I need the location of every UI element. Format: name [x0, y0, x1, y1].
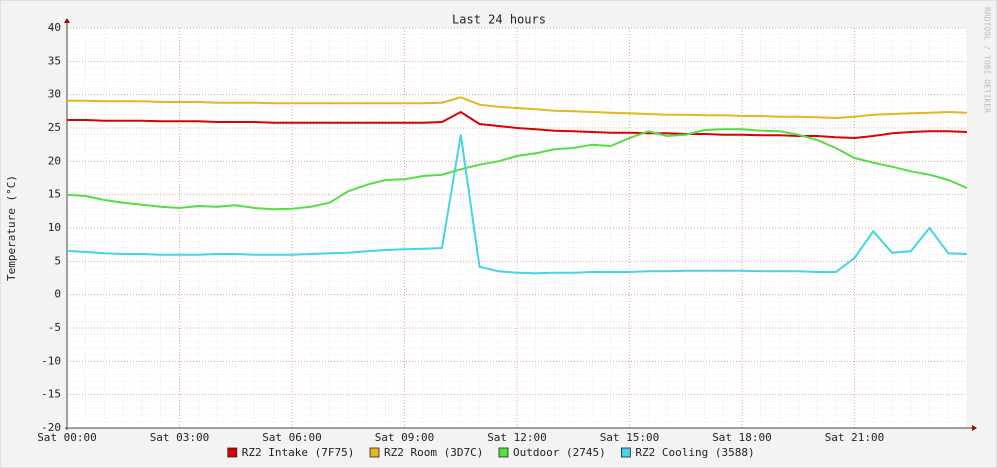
y-tick-label: 35 — [48, 54, 61, 67]
legend-label: RZ2 Cooling (3588) — [635, 446, 754, 459]
legend-swatch — [621, 447, 631, 458]
legend-swatch — [498, 447, 509, 458]
x-tick-label: Sat 18:00 — [712, 431, 772, 444]
axis-arrow — [64, 18, 70, 23]
legend-label: Outdoor (2745) — [513, 446, 606, 459]
x-tick-label: Sat 12:00 — [487, 431, 547, 444]
grid — [66, 27, 968, 429]
y-tick-label: 30 — [48, 88, 61, 101]
y-tick-label: 15 — [48, 188, 61, 201]
x-tick-label: Sat 00:00 — [37, 431, 97, 444]
legend-swatch — [227, 447, 238, 458]
axis-arrow — [972, 425, 977, 431]
x-tick-label: Sat 06:00 — [262, 431, 322, 444]
legend-label: RZ2 Intake (7F75) — [242, 446, 355, 459]
legend-swatch — [369, 447, 380, 458]
y-tick-label: -10 — [41, 354, 61, 367]
y-tick-label: 0 — [54, 288, 61, 301]
y-tick-label: 10 — [48, 221, 61, 234]
series-line — [67, 96, 968, 120]
series-line — [66, 134, 968, 275]
watermark: RRDTOOL / TOBI OETIKER — [983, 7, 992, 113]
y-axis-label: Temperature (°C) — [5, 175, 18, 281]
y-tick-label: 5 — [54, 254, 61, 267]
legend-label: RZ2 Room (3D7C) — [384, 446, 483, 459]
y-tick-label: -5 — [48, 321, 61, 334]
y-tick-label: 25 — [48, 121, 61, 134]
series-line — [67, 110, 968, 140]
y-tick-label: 40 — [48, 21, 61, 34]
y-tick-label: -20 — [41, 421, 61, 434]
chart-title: Last 24 hours — [452, 13, 546, 27]
y-tick-label: 20 — [48, 154, 61, 167]
x-tick-label: Sat 21:00 — [825, 431, 885, 444]
x-tick-label: Sat 03:00 — [150, 431, 210, 444]
x-tick-label: Sat 09:00 — [375, 431, 435, 444]
series-line — [66, 128, 968, 211]
y-tick-label: -15 — [41, 388, 61, 401]
x-tick-label: Sat 15:00 — [600, 431, 660, 444]
